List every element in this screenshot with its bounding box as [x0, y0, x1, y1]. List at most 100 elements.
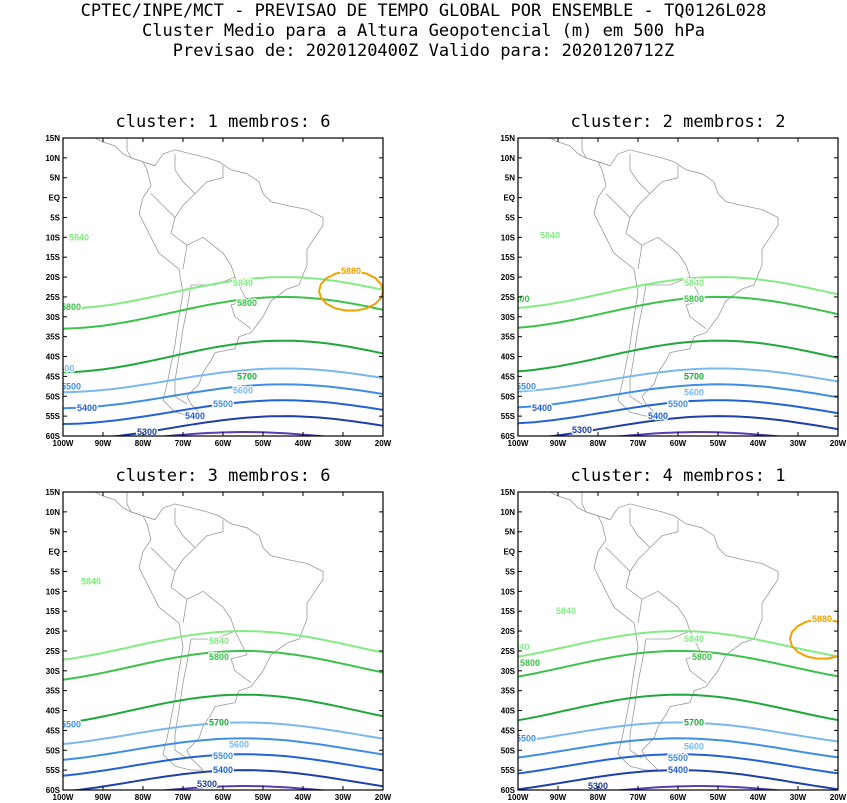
x-tick-label: 20W	[830, 439, 847, 448]
figure-title-line-3: Previsao de: 2020120400Z Valido para: 20…	[172, 41, 675, 61]
coastline	[93, 492, 324, 771]
contour-label: 5500	[213, 399, 233, 409]
contour-label: 5840	[684, 278, 704, 288]
x-tick-label: 30W	[790, 793, 807, 802]
y-tick-label: 40S	[501, 707, 516, 716]
figure-title-line-1: CPTEC/INPE/MCT - PREVISAO DE TEMPO GLOBA…	[80, 1, 767, 21]
y-tick-label: 5N	[50, 174, 60, 183]
y-tick-label: 20S	[46, 627, 61, 636]
panel-3-title: cluster: 3 membros: 6	[115, 466, 331, 486]
y-tick-label: 25S	[501, 293, 516, 302]
y-tick-label: 5S	[50, 213, 60, 222]
x-tick-label: 80W	[590, 439, 607, 448]
y-tick-label: 50S	[501, 746, 516, 755]
y-tick-label: 5N	[505, 174, 515, 183]
x-tick-label: 20W	[375, 793, 392, 802]
contour-label: 5800	[237, 298, 257, 308]
contour-label: 5600	[229, 739, 249, 749]
panel-3-plot: 5840 5840 5800 5700 5500 5600 5500 5400 5300 15N 1…	[45, 488, 392, 802]
contour-5840	[518, 276, 838, 309]
contour-label: 5400	[77, 403, 97, 413]
contour-5400	[63, 753, 383, 777]
contour-label: 5500	[516, 733, 536, 743]
contour-label: 5500	[668, 753, 688, 763]
contour-5300	[69, 769, 383, 790]
contour-label: 5300	[137, 427, 157, 437]
panel-4-title: cluster: 4 membros: 1	[570, 466, 786, 486]
y-tick-label: 35S	[501, 687, 516, 696]
coastline	[548, 492, 779, 771]
y-tick-label: 35S	[501, 333, 516, 342]
contour-5600	[63, 367, 383, 394]
y-tick-label: 60S	[501, 432, 516, 441]
y-tick-label: 40S	[46, 707, 61, 716]
contour-labels: 5840 5880 840 5840 5800 5800 5700 5500 5600 5500 5…	[514, 605, 833, 791]
contour-5800	[63, 295, 383, 330]
contour-label: 5700	[684, 717, 704, 727]
x-tick-label: 50W	[255, 439, 272, 448]
y-tick-label: 40S	[46, 353, 61, 362]
contour-label: 5840	[556, 606, 576, 616]
x-tick-label: 60W	[215, 793, 232, 802]
contour-label: 5300	[588, 781, 608, 791]
y-tick-label: 60S	[46, 432, 61, 441]
y-tick-label: 20S	[501, 273, 516, 282]
y-tick-label: 40S	[501, 353, 516, 362]
contour-5700	[63, 339, 383, 374]
x-tick-label: 80W	[135, 439, 152, 448]
y-tick-label: 15N	[45, 134, 60, 143]
y-tick-label: 35S	[46, 333, 61, 342]
x-tick-label: 70W	[630, 439, 647, 448]
y-tick-label: 45S	[501, 372, 516, 381]
contour-5500	[63, 383, 383, 410]
contour-5700	[518, 339, 838, 373]
contour-5800	[518, 295, 838, 329]
y-tick-label: EQ	[503, 194, 515, 203]
x-tick-label: 40W	[750, 793, 767, 802]
y-tick-label: 25S	[501, 647, 516, 656]
contour-lines	[63, 270, 383, 436]
y-tick-label: 20S	[501, 627, 516, 636]
y-tick-label: 10S	[501, 587, 516, 596]
contour-label: 5700	[237, 371, 257, 381]
y-tick-label: 60S	[46, 786, 61, 795]
contour-label: 5400	[648, 411, 668, 421]
x-tick-label: 40W	[295, 793, 312, 802]
contour-label: 5840	[684, 634, 704, 644]
x-tick-label: 30W	[790, 439, 807, 448]
contour-5400	[63, 399, 383, 425]
contour-5300	[544, 415, 838, 436]
y-tick-label: 45S	[46, 372, 61, 381]
x-tick-label: 100W	[53, 439, 74, 448]
y-tick-label: 10S	[501, 233, 516, 242]
y-tick-label: 5S	[505, 213, 515, 222]
x-tick-label: 60W	[670, 793, 687, 802]
y-tick-label: 10N	[500, 154, 515, 163]
x-tick-label: 20W	[830, 793, 847, 802]
contour-label: 5700	[209, 717, 229, 727]
x-tick-label: 80W	[590, 793, 607, 802]
y-tick-label: 55S	[501, 766, 516, 775]
contour-label: 5500	[668, 399, 688, 409]
panel-1-title: cluster: 1 membros: 6	[115, 112, 331, 132]
contour-label: 840	[514, 642, 529, 652]
y-tick-label: 5S	[50, 567, 60, 576]
y-tick-label: 25S	[46, 647, 61, 656]
x-tick-label: 40W	[295, 439, 312, 448]
contour-label: 5880	[341, 266, 361, 276]
x-tick-label: 90W	[550, 439, 567, 448]
contour-5700	[63, 693, 383, 725]
contour-label: 5800	[692, 652, 712, 662]
x-tick-label: 100W	[508, 793, 529, 802]
y-tick-label: 10S	[46, 233, 61, 242]
contour-label: 5840	[69, 232, 89, 242]
contour-label: 5600	[684, 387, 704, 397]
contour-label: 5400	[668, 765, 688, 775]
contour-label: 800	[514, 294, 529, 304]
x-tick-label: 20W	[375, 439, 392, 448]
y-tick-label: 60S	[501, 786, 516, 795]
